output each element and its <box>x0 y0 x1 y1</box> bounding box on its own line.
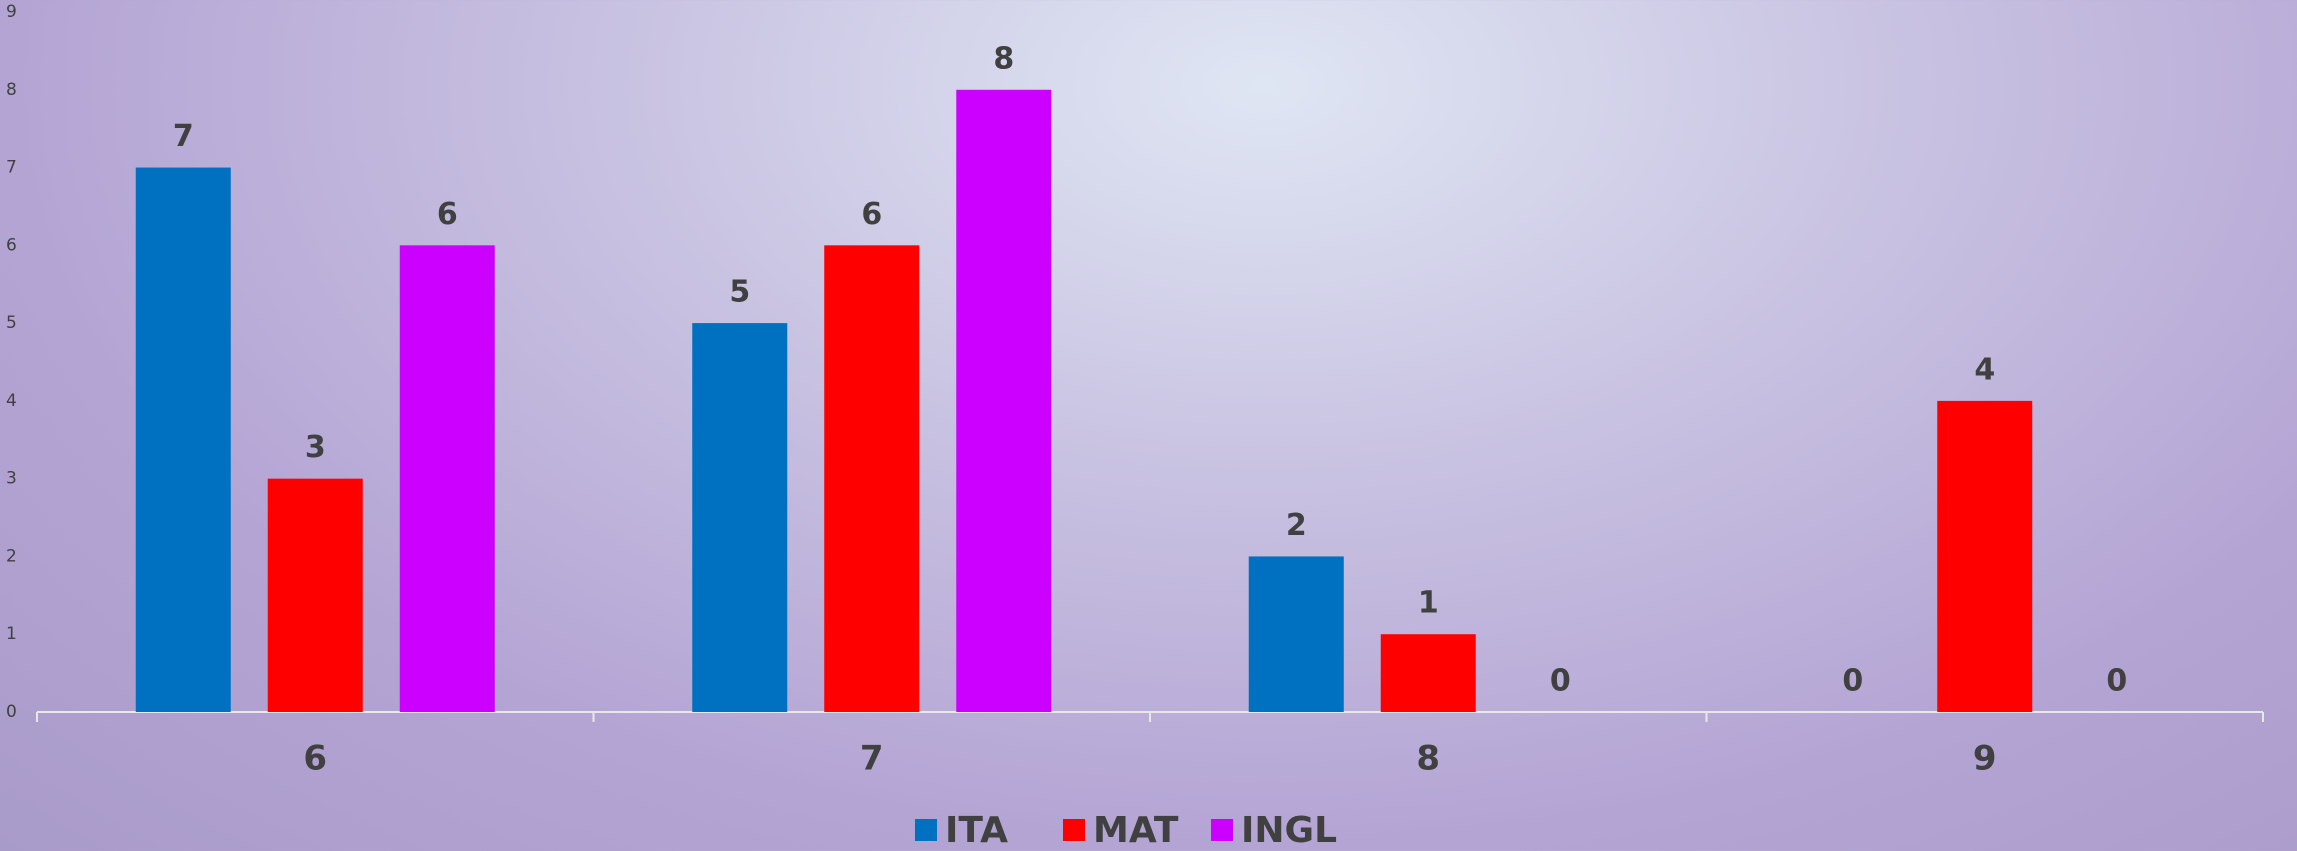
bar <box>1937 401 2032 712</box>
y-tick-label: 8 <box>6 80 17 100</box>
bar <box>692 323 787 712</box>
data-label: 6 <box>437 197 458 232</box>
data-label: 2 <box>1286 508 1307 543</box>
legend-swatch <box>915 819 937 841</box>
legend-label: MAT <box>1093 810 1179 851</box>
y-tick-label: 5 <box>6 313 17 333</box>
data-label: 0 <box>1550 664 1571 699</box>
data-label: 8 <box>993 41 1014 76</box>
data-label: 0 <box>1842 664 1863 699</box>
bar <box>956 90 1051 712</box>
y-tick-label: 1 <box>6 624 17 644</box>
data-label: 6 <box>861 197 882 232</box>
legend-swatch <box>1063 819 1085 841</box>
page: 01234567896736756882109040ITAMATINGL (()… <box>0 0 2297 851</box>
x-tick-label: 9 <box>1973 739 1997 779</box>
y-tick-label: 0 <box>6 702 17 722</box>
data-label: 4 <box>1974 352 1995 387</box>
x-tick-label: 6 <box>303 739 327 779</box>
data-label: 1 <box>1418 586 1439 621</box>
y-tick-label: 4 <box>6 391 17 411</box>
legend-swatch <box>1211 819 1233 841</box>
x-tick-label: 7 <box>860 739 884 779</box>
x-tick-label: 8 <box>1416 739 1440 779</box>
y-tick-label: 6 <box>6 235 17 255</box>
data-label: 7 <box>173 119 194 154</box>
y-tick-label: 9 <box>6 2 17 22</box>
bar <box>400 245 495 712</box>
data-label: 5 <box>729 275 750 310</box>
bar <box>1381 634 1476 712</box>
bar <box>136 168 231 712</box>
y-tick-label: 3 <box>6 469 17 489</box>
data-label: 0 <box>2106 664 2127 699</box>
bar <box>824 245 919 712</box>
legend-label: INGL <box>1241 810 1337 851</box>
data-label: 3 <box>305 430 326 465</box>
y-tick-label: 7 <box>6 158 17 178</box>
y-tick-label: 2 <box>6 546 17 566</box>
chart: 0 1 2 3 4 5 6 7 8 9 6 7 3 6 7 5 6 8 8 2 1 0 9 0 4 0 ITA MAT INGL <box>0 0 2297 851</box>
bar <box>1249 556 1344 712</box>
bar <box>268 479 363 712</box>
legend-label: ITA <box>945 810 1008 851</box>
